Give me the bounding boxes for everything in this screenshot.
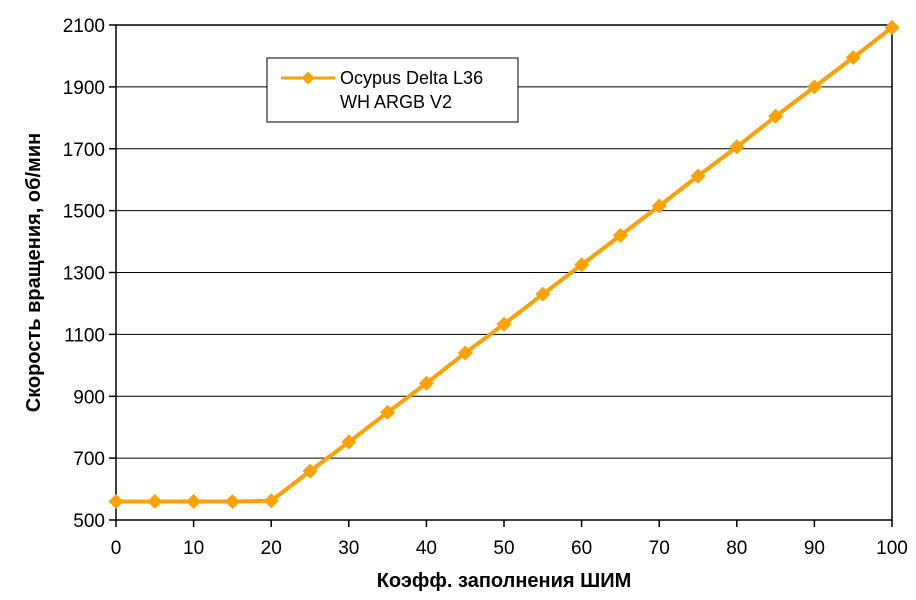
legend: Ocypus Delta L36 WH ARGB V2: [266, 57, 519, 123]
data-point-marker: [224, 493, 240, 509]
x-tick-label: 70: [649, 538, 670, 559]
x-tick-label: 90: [804, 538, 825, 559]
y-tick-label: 1500: [63, 202, 105, 223]
x-tick-label: 20: [261, 538, 282, 559]
y-axis-title: Скорость вращения, об/мин: [23, 133, 45, 412]
data-point-marker: [147, 493, 163, 509]
axis-ticks: [109, 24, 893, 527]
data-point-marker: [496, 316, 512, 332]
data-point-marker: [341, 434, 357, 450]
y-tick-label: 1100: [64, 325, 105, 346]
data-point-marker: [574, 257, 590, 273]
x-tick-label: 80: [726, 538, 747, 559]
y-tick-label: 900: [73, 387, 105, 408]
y-tick-label: 1300: [63, 264, 105, 285]
data-point-marker: [263, 493, 279, 509]
series-layer: [108, 19, 900, 509]
grid-lines: [116, 86, 892, 459]
data-point-marker: [651, 198, 667, 214]
y-tick-label: 1900: [63, 78, 105, 99]
y-tick-label: 500: [73, 511, 105, 532]
x-tick-label: 60: [571, 538, 592, 559]
data-point-marker: [302, 463, 318, 479]
data-point-marker: [108, 493, 124, 509]
legend-box: [266, 57, 519, 123]
data-point-marker: [612, 227, 628, 243]
legend-label-line-1: Ocypus Delta L36: [340, 68, 483, 88]
data-point-marker: [690, 168, 706, 184]
tick-labels: 500 700 900 1100 1300 1500 1700 1900 2100 0 10 20 30…: [63, 16, 908, 559]
data-point-marker: [806, 79, 822, 95]
legend-swatch-marker: [301, 71, 315, 85]
legend-label-line-2: WH ARGB V2: [340, 92, 452, 112]
y-tick-label: 700: [73, 449, 105, 470]
x-axis-title: Коэфф. заполнения ШИМ: [377, 570, 632, 592]
x-tick-label: 30: [338, 538, 359, 559]
data-point-marker: [418, 375, 434, 391]
x-tick-label: 50: [493, 538, 514, 559]
x-tick-label: 10: [183, 538, 204, 559]
y-tick-label: 1700: [63, 140, 105, 161]
y-tick-label: 2100: [63, 16, 105, 37]
data-point-marker: [845, 49, 861, 65]
data-point-marker: [768, 108, 784, 124]
data-point-marker: [457, 345, 473, 361]
data-point-marker: [884, 19, 900, 35]
data-point-marker: [729, 139, 745, 155]
x-tick-label: 100: [876, 538, 908, 559]
data-point-marker: [380, 404, 396, 420]
x-tick-label: 0: [111, 538, 122, 559]
data-point-marker: [535, 286, 551, 302]
x-tick-label: 40: [416, 538, 437, 559]
data-point-marker: [186, 493, 202, 509]
